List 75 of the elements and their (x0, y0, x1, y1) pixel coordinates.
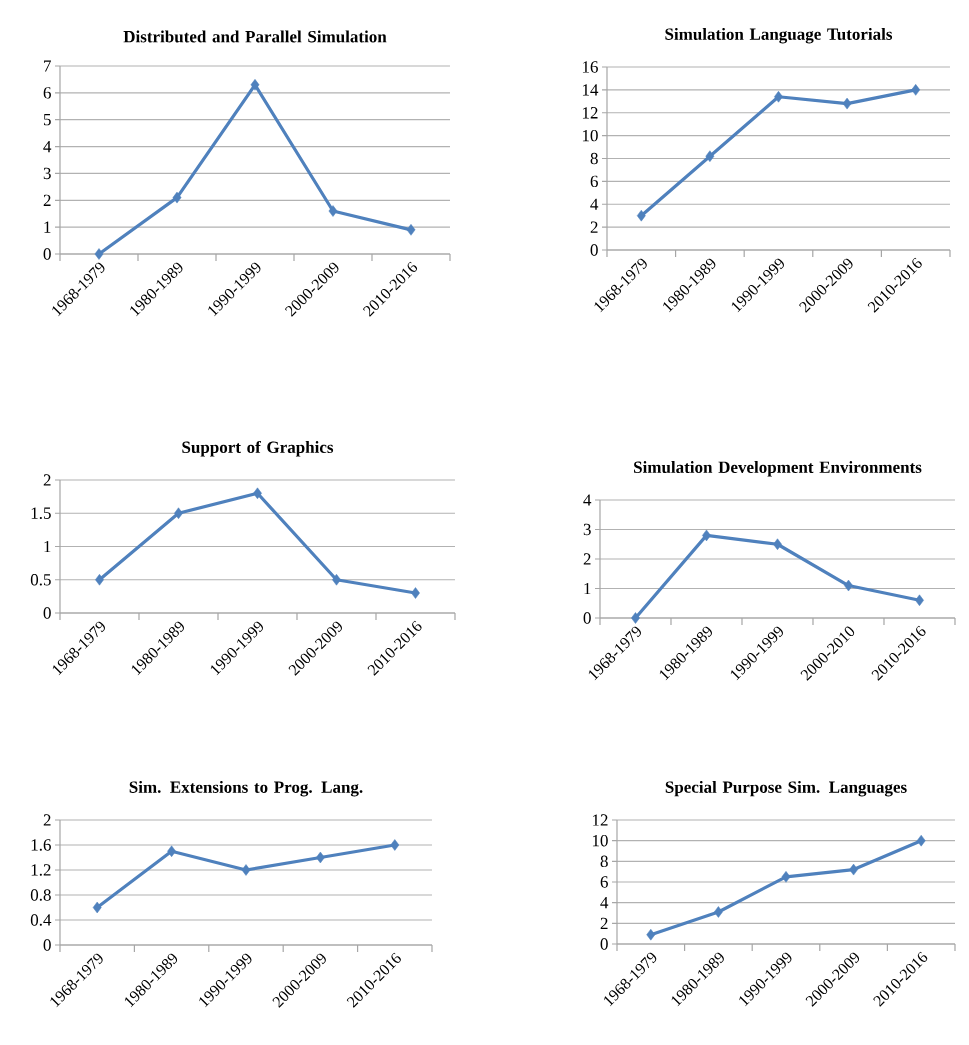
y-tick-label: 4 (590, 198, 599, 210)
y-tick-label: 8 (590, 152, 598, 165)
point (173, 507, 183, 519)
point (92, 901, 102, 914)
y-tick-label: 14 (582, 84, 599, 96)
chart-title: Special Purpose Sim. Languages (665, 780, 907, 797)
y-tick-label: 0.4 (30, 914, 52, 926)
y-tick-label: 1.2 (31, 864, 51, 876)
y-tick-label: 3 (43, 167, 51, 180)
y-tick-label: 10 (582, 129, 598, 142)
chart-title: Support of Graphics (182, 440, 333, 457)
point (252, 487, 262, 500)
point (701, 529, 711, 542)
point (167, 845, 176, 857)
y-tick-label: 0 (590, 244, 598, 256)
point (781, 871, 791, 883)
point (241, 864, 251, 876)
y-tick-label: 2 (583, 553, 591, 565)
point (843, 579, 853, 592)
point (646, 928, 656, 941)
y-tick-label: 4 (43, 140, 52, 153)
y-tick-label: 2 (43, 194, 51, 206)
y-tick-label: 0.8 (30, 889, 51, 901)
y-tick-label: 6 (43, 87, 51, 99)
y-tick-label: 5 (43, 114, 51, 126)
y-tick-label: 12 (592, 814, 608, 826)
y-tick-label: 10 (592, 834, 608, 847)
y-tick-label: 1 (44, 540, 51, 553)
y-tick-label: 0.5 (30, 573, 51, 586)
y-tick-label: 2 (600, 917, 608, 929)
point (713, 906, 723, 918)
y-tick-label: 0 (600, 938, 608, 950)
point (916, 834, 926, 847)
y-tick-label: 0 (43, 607, 51, 619)
y-tick-label: 2 (43, 474, 51, 486)
y-tick-label: 1.5 (31, 507, 51, 519)
y-tick-label: 6 (600, 876, 608, 888)
y-tick-label: 0 (43, 248, 51, 260)
point (94, 573, 104, 586)
point (315, 851, 325, 864)
point (911, 84, 920, 96)
point (630, 612, 640, 624)
y-tick-label: 4 (600, 897, 609, 909)
point (705, 150, 715, 162)
point (914, 594, 924, 607)
y-tick-label: 1.6 (31, 839, 51, 851)
y-tick-label: 3 (583, 523, 591, 536)
chart-title: Sim. Extensions to Prog. Lang. (129, 780, 363, 797)
point (390, 839, 400, 851)
chart-title: Simulation Development Environments (633, 461, 922, 477)
point (636, 209, 646, 222)
y-tick-label: 16 (582, 61, 598, 73)
y-tick-label: 4 (583, 494, 592, 506)
point (328, 205, 338, 217)
point (250, 79, 260, 91)
point (410, 587, 420, 599)
y-tick-label: 1 (44, 221, 51, 233)
point (331, 573, 341, 586)
chart-title: Distributed and Parallel Simulation (123, 30, 387, 43)
y-tick-label: 7 (43, 60, 51, 72)
y-tick-label: 12 (582, 107, 598, 119)
point (773, 90, 783, 103)
y-tick-label: 0 (583, 612, 591, 624)
chart-title: Simulation Language Tutorials (665, 27, 892, 44)
point (772, 538, 782, 550)
y-tick-label: 1 (584, 582, 591, 595)
point (842, 97, 852, 110)
y-tick-label: 2 (43, 814, 51, 826)
point (94, 248, 104, 260)
y-tick-label: 0 (43, 939, 51, 951)
y-tick-label: 8 (600, 855, 608, 868)
point (406, 224, 416, 236)
y-tick-label: 2 (590, 221, 598, 233)
point (172, 191, 182, 204)
y-tick-label: 6 (590, 175, 598, 188)
